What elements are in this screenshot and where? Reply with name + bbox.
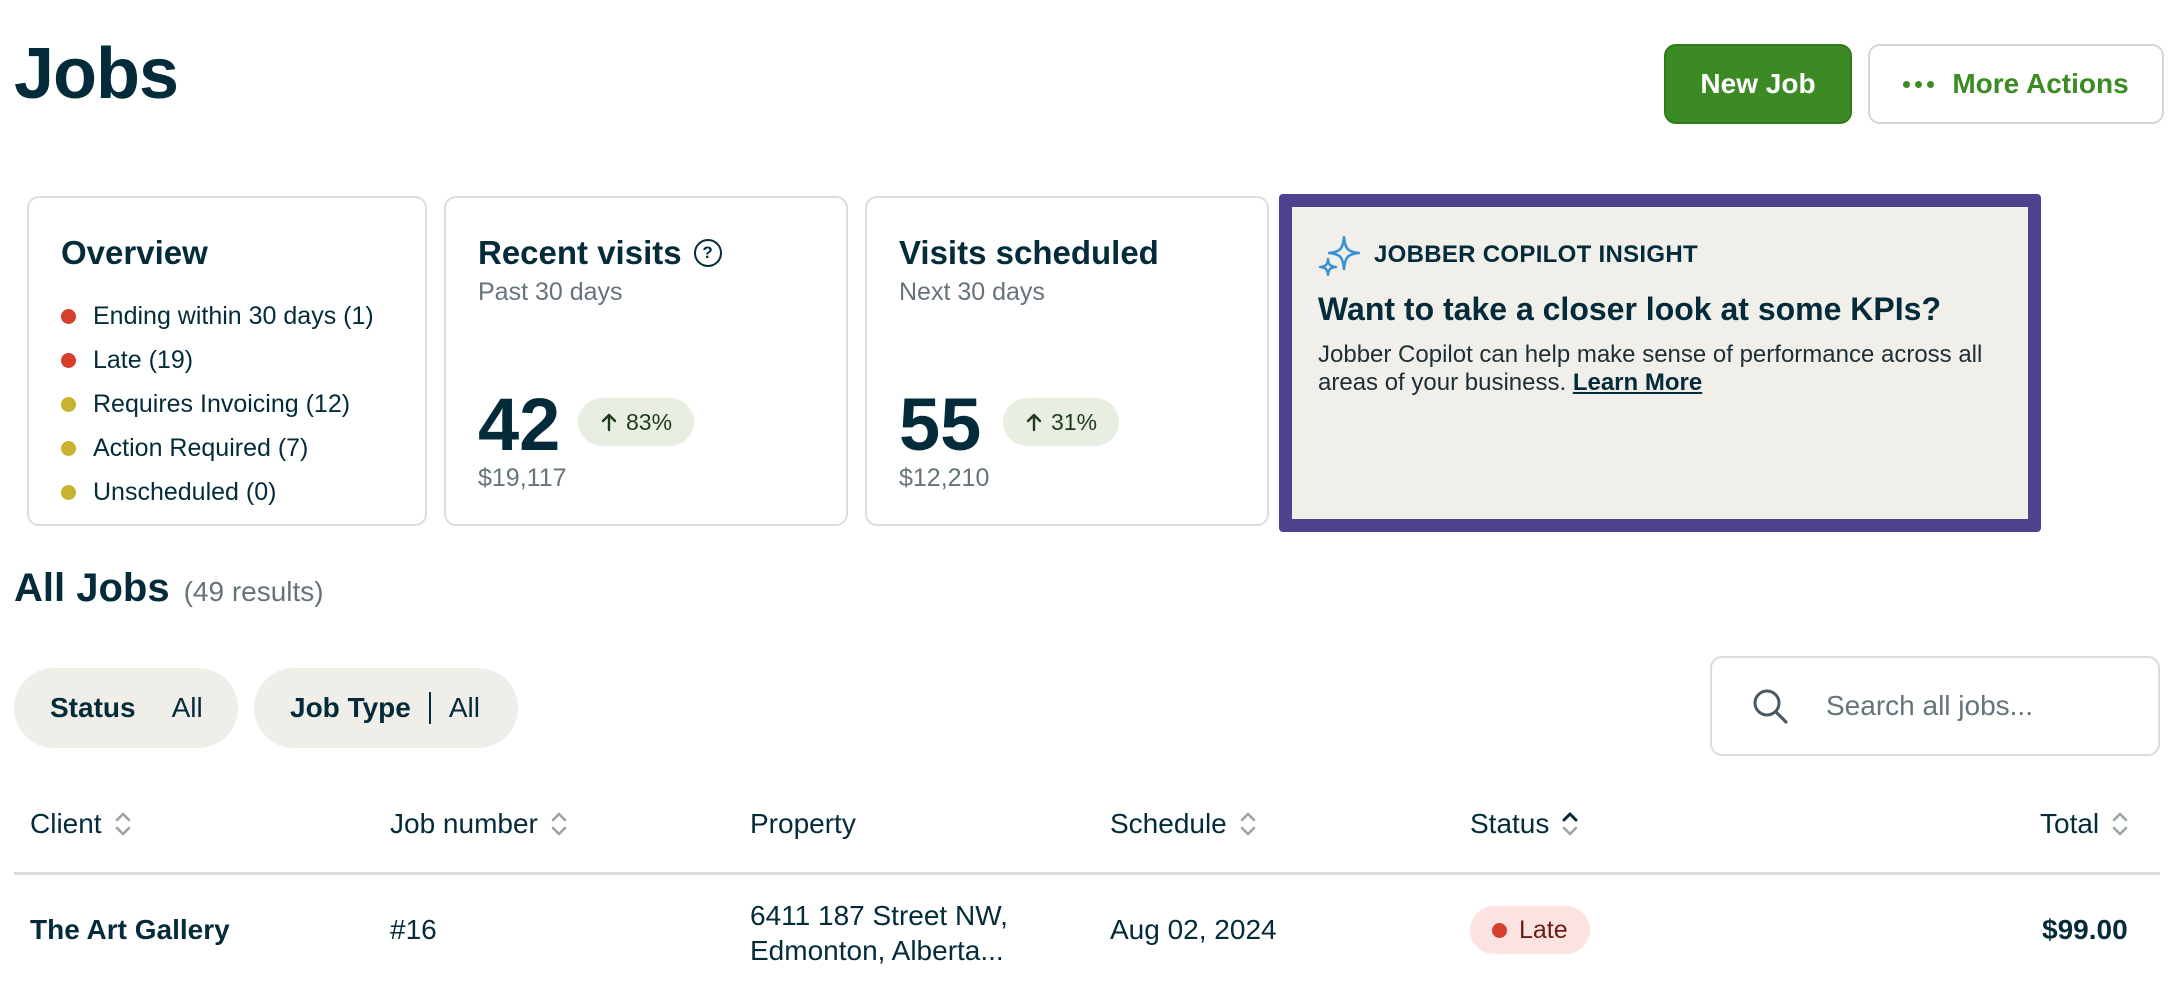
overview-list: Ending within 30 days (1) Late (19) Requ… bbox=[61, 294, 374, 514]
page-title: Jobs bbox=[14, 34, 179, 114]
sort-ascending-icon bbox=[1562, 812, 1578, 836]
status-dot-icon bbox=[61, 440, 76, 456]
sort-icon bbox=[2112, 812, 2128, 836]
search-icon bbox=[1753, 689, 1788, 724]
cell-total: $99.00 bbox=[2042, 914, 2128, 945]
more-actions-label: More Actions bbox=[1952, 68, 2129, 99]
overview-title: Overview bbox=[61, 234, 208, 271]
sort-icon bbox=[1240, 812, 1256, 836]
column-header-job-number[interactable]: Job number bbox=[390, 808, 568, 840]
recent-visits-card[interactable]: Recent visits ? Past 30 days 42 83% $19,… bbox=[444, 196, 848, 526]
column-header-total[interactable]: Total bbox=[2040, 808, 2129, 840]
new-job-button[interactable]: New Job bbox=[1664, 44, 1852, 124]
trend-badge: 31% bbox=[1003, 398, 1120, 446]
status-label: Late bbox=[1519, 915, 1568, 944]
overview-item-requires-invoicing[interactable]: Requires Invoicing (12) bbox=[61, 382, 374, 426]
cell-schedule: Aug 02, 2024 bbox=[1110, 914, 1277, 945]
trend-value: 31% bbox=[1051, 408, 1098, 435]
overview-item-late[interactable]: Late (19) bbox=[61, 338, 374, 382]
copilot-body: Jobber Copilot can help make sense of pe… bbox=[1318, 341, 2018, 397]
column-label: Schedule bbox=[1110, 808, 1227, 839]
column-label: Job number bbox=[390, 808, 538, 839]
recent-visits-count: 42 bbox=[478, 383, 561, 466]
visits-scheduled-subtitle: Next 30 days bbox=[899, 278, 1045, 306]
recent-visits-amount: $19,117 bbox=[478, 464, 567, 492]
status-dot-icon bbox=[61, 396, 76, 412]
cell-client: The Art Gallery bbox=[30, 914, 230, 945]
copilot-title: Want to take a closer look at some KPIs? bbox=[1318, 291, 1941, 327]
all-jobs-title: All Jobs bbox=[14, 566, 170, 610]
copilot-header: JOBBER COPILOT INSIGHT bbox=[1318, 233, 1698, 277]
results-count: (49 results) bbox=[183, 576, 324, 607]
recent-visits-title-row: Recent visits ? bbox=[478, 234, 722, 272]
sort-icon bbox=[551, 812, 567, 836]
status-filter-value: All bbox=[171, 692, 203, 723]
status-badge: Late bbox=[1470, 906, 1590, 954]
sparkle-icon bbox=[1318, 235, 1361, 277]
column-label: Total bbox=[2040, 808, 2100, 839]
cell-job-number: #16 bbox=[390, 914, 437, 945]
overview-item-action-required[interactable]: Action Required (7) bbox=[61, 426, 374, 470]
column-label: Client bbox=[30, 808, 102, 839]
column-header-status[interactable]: Status bbox=[1470, 808, 1579, 840]
visits-scheduled-count: 55 bbox=[899, 383, 982, 466]
help-icon[interactable]: ? bbox=[693, 239, 722, 267]
status-filter[interactable]: Status All bbox=[14, 668, 238, 748]
column-header-schedule[interactable]: Schedule bbox=[1110, 808, 1257, 840]
overview-item-label: Requires Invoicing (12) bbox=[93, 389, 351, 418]
status-dot-icon bbox=[61, 352, 76, 368]
overview-item-unscheduled[interactable]: Unscheduled (0) bbox=[61, 470, 374, 514]
overview-card: Overview Ending within 30 days (1) Late … bbox=[27, 196, 427, 526]
status-dot-icon bbox=[61, 484, 76, 500]
more-actions-button[interactable]: More Actions bbox=[1868, 44, 2164, 124]
overview-item-label: Unscheduled (0) bbox=[93, 477, 277, 506]
trend-value: 83% bbox=[626, 408, 673, 435]
property-line-1: 6411 187 Street NW, bbox=[750, 900, 1008, 931]
job-type-filter-value: All bbox=[448, 692, 480, 723]
overview-item-ending[interactable]: Ending within 30 days (1) bbox=[61, 294, 374, 338]
overview-item-label: Late (19) bbox=[93, 345, 194, 374]
column-label: Property bbox=[750, 808, 856, 839]
status-dot-icon bbox=[1492, 922, 1507, 938]
property-line-2: Edmonton, Alberta... bbox=[750, 935, 1004, 966]
job-type-filter[interactable]: Job Type All bbox=[254, 668, 518, 748]
column-header-client[interactable]: Client bbox=[30, 808, 132, 840]
overview-item-label: Ending within 30 days (1) bbox=[93, 301, 374, 330]
table-divider bbox=[14, 872, 2160, 875]
recent-visits-title: Recent visits bbox=[478, 234, 682, 271]
trend-badge: 83% bbox=[578, 398, 695, 446]
more-dots-icon bbox=[1903, 80, 1935, 88]
arrow-up-icon bbox=[1026, 413, 1042, 432]
learn-more-link[interactable]: Learn More bbox=[1572, 369, 1703, 396]
overview-item-label: Action Required (7) bbox=[93, 433, 309, 462]
job-type-filter-label: Job Type bbox=[290, 692, 411, 723]
copilot-body-text: Jobber Copilot can help make sense of pe… bbox=[1318, 341, 1983, 396]
cell-property: 6411 187 Street NW, Edmonton, Alberta... bbox=[750, 898, 1008, 968]
arrow-up-icon bbox=[601, 413, 617, 432]
copilot-insight-card: JOBBER COPILOT INSIGHT Want to take a cl… bbox=[1279, 194, 2041, 532]
visits-scheduled-card[interactable]: Visits scheduled Next 30 days 55 31% $12… bbox=[865, 196, 1269, 526]
column-header-property: Property bbox=[750, 808, 856, 840]
status-filter-label: Status bbox=[50, 692, 136, 723]
search-input[interactable]: Search all jobs... bbox=[1710, 656, 2160, 756]
visits-scheduled-title: Visits scheduled bbox=[899, 234, 1159, 271]
search-placeholder: Search all jobs... bbox=[1826, 690, 2033, 721]
visits-scheduled-amount: $12,210 bbox=[899, 464, 990, 492]
all-jobs-heading: All Jobs (49 results) bbox=[14, 566, 324, 611]
status-dot-icon bbox=[61, 308, 76, 324]
recent-visits-subtitle: Past 30 days bbox=[478, 278, 623, 306]
sort-icon bbox=[115, 812, 130, 836]
copilot-label: JOBBER COPILOT INSIGHT bbox=[1374, 241, 1698, 268]
filter-divider bbox=[428, 692, 431, 724]
column-label: Status bbox=[1470, 808, 1550, 839]
